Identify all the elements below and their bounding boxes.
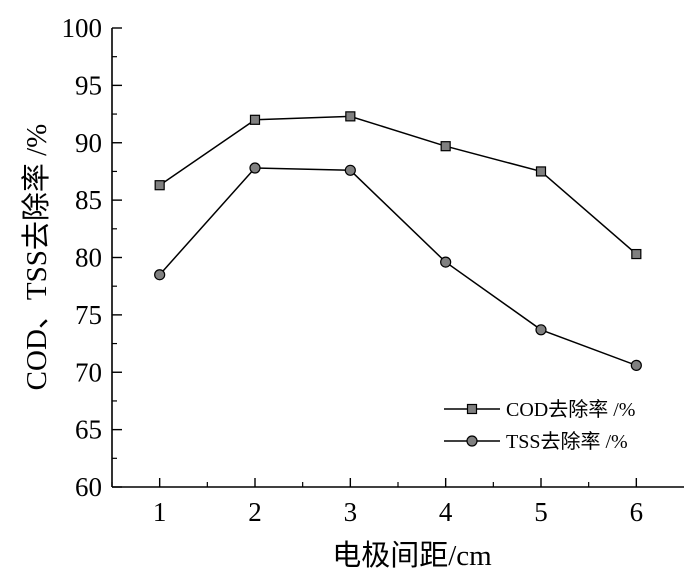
y-tick-label: 75 (75, 300, 102, 330)
y-tick-label: 80 (75, 243, 102, 273)
x-tick-label: 3 (344, 497, 358, 527)
x-tick-label: 2 (248, 497, 262, 527)
cod-point (440, 141, 451, 152)
tss-point (154, 269, 166, 281)
tss-point (630, 359, 642, 371)
cod-point (631, 248, 642, 260)
tss-point (344, 164, 356, 176)
y-tick-label: 65 (75, 415, 102, 445)
y-tick-label: 95 (75, 70, 102, 100)
legend-label: TSS去除率 /% (506, 430, 628, 453)
y-tick-label: 90 (75, 128, 102, 158)
series-line-tss (159, 167, 637, 367)
cod-point (535, 166, 547, 177)
x-tick-label: 5 (534, 497, 548, 527)
x-tick-label: 6 (630, 497, 644, 527)
y-tick-label: 85 (75, 185, 102, 215)
tss-point (440, 256, 452, 268)
x-tick-label: 4 (439, 497, 453, 527)
y-tick-label: 100 (62, 13, 103, 43)
series-line-cod (159, 115, 637, 255)
tss-point (535, 324, 547, 336)
legend-circle-marker (466, 435, 478, 447)
legend-label: COD去除率 /% (506, 398, 635, 421)
y-axis-title: COD、TSS去除率 /% (20, 124, 53, 391)
y-tick-label: 70 (75, 357, 102, 387)
cod-point (154, 180, 165, 191)
y-tick-label: 60 (75, 472, 102, 502)
cod-point (249, 114, 261, 125)
cod-point (345, 111, 356, 122)
tss-point (249, 162, 261, 174)
legend-square-marker (466, 403, 478, 415)
x-tick-label: 1 (153, 497, 167, 527)
x-axis-title: 电极间距/cm (332, 539, 492, 572)
